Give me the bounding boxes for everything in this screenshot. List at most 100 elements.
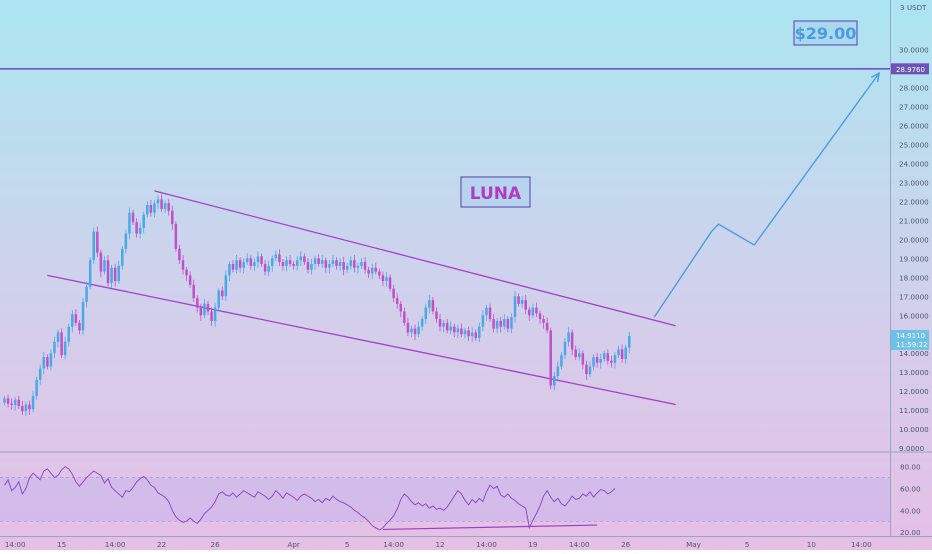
price-tick-label: 22.0000	[899, 197, 929, 206]
candle-body	[221, 290, 224, 297]
candle-body	[324, 260, 328, 268]
candle-body	[199, 307, 203, 316]
candle-body	[103, 260, 106, 272]
candle-body	[399, 303, 403, 312]
candle-body	[499, 320, 502, 327]
candle-body	[149, 205, 153, 213]
candle-body	[24, 404, 28, 412]
candle-body	[113, 267, 117, 282]
candle-body	[628, 335, 631, 348]
candle-body	[185, 269, 188, 276]
candle-body	[267, 265, 270, 272]
candle-body	[138, 227, 142, 234]
candle-body	[121, 248, 124, 266]
candle-body	[363, 262, 367, 270]
candle-body	[142, 214, 145, 228]
candle-body	[53, 341, 56, 354]
projection-path[interactable]	[653, 72, 880, 318]
candle-body	[381, 275, 385, 282]
price-tick-label: 30.0000	[899, 45, 929, 54]
time-tick-label: 5	[345, 540, 350, 549]
candle-body	[535, 307, 538, 314]
candle-body	[85, 286, 88, 302]
candle-body	[246, 258, 249, 263]
price-tick-label: 14.0000	[899, 349, 929, 358]
candle-body	[585, 364, 588, 375]
oscillator-divergence-line[interactable]	[382, 524, 598, 531]
candle-body	[474, 332, 477, 339]
candle-body	[278, 254, 281, 263]
candle-body	[367, 269, 370, 274]
candle-body	[31, 395, 35, 410]
time-tick-label: 22	[157, 540, 166, 549]
candle-body	[374, 267, 378, 272]
time-tick-label: 14:00	[5, 540, 26, 549]
candle-body	[217, 290, 220, 308]
time-tick-label: 26	[211, 540, 221, 549]
candle-body	[135, 222, 138, 234]
horizontal-level-label: 28.9760	[896, 66, 925, 74]
candle-body	[146, 205, 149, 215]
candle-body	[88, 260, 92, 287]
candle-body	[463, 330, 467, 335]
candle-body	[99, 252, 103, 272]
candle-body	[342, 262, 345, 270]
time-tick-label: 15	[57, 540, 66, 549]
candle-body	[153, 203, 156, 213]
candle-body	[460, 328, 463, 335]
candle-body	[256, 256, 260, 263]
candle-body	[310, 263, 313, 270]
candle-body	[395, 298, 399, 304]
candle-body	[624, 347, 627, 359]
candle-body	[595, 357, 599, 363]
candle-body	[249, 258, 253, 266]
candle-body	[428, 300, 431, 308]
candle-body	[188, 275, 192, 285]
candle-body	[331, 260, 335, 264]
candle-body	[299, 256, 303, 261]
candle-body	[488, 307, 492, 320]
projection-arrowhead	[870, 71, 881, 83]
time-tick-label: 14:00	[851, 540, 872, 549]
candle-body	[435, 311, 438, 320]
price-tick-label: 19.0000	[899, 254, 929, 263]
candle-body	[260, 256, 263, 264]
candle-body	[81, 301, 85, 331]
time-tick-label: 26	[621, 540, 631, 549]
candle-body	[467, 330, 470, 337]
channel-upper-trendline[interactable]	[154, 190, 676, 327]
candle-body	[442, 322, 445, 327]
time-tick-label: 12	[435, 540, 444, 549]
candle-body	[178, 248, 181, 261]
oscillator-tick-label: 40.00	[900, 506, 921, 515]
candle-body	[167, 203, 170, 211]
channel-lower-trendline[interactable]	[47, 274, 676, 406]
candle-body	[238, 260, 242, 268]
candle-body	[617, 349, 620, 356]
candle-body	[563, 341, 567, 356]
candle-body	[524, 300, 527, 310]
price-tick-label: 23.0000	[899, 178, 929, 187]
oscillator-tick-label: 20.00	[900, 528, 921, 537]
candle-body	[531, 307, 535, 316]
candle-body	[288, 260, 292, 264]
candle-body	[570, 332, 574, 350]
candle-body	[620, 349, 624, 359]
candle-body	[478, 326, 481, 339]
candle-body	[110, 267, 113, 283]
candle-body	[328, 263, 331, 268]
candle-body	[124, 233, 128, 249]
oscillator-tick-label: 80.00	[900, 463, 921, 472]
candle-body	[96, 231, 99, 253]
candle-body	[306, 262, 310, 270]
candle-body	[106, 260, 110, 283]
candle-body	[181, 260, 185, 270]
candle-body	[338, 262, 342, 266]
candle-body	[74, 314, 78, 323]
candle-body	[581, 353, 585, 365]
time-tick-label: 14:00	[105, 540, 126, 549]
candle-body	[10, 403, 13, 405]
candle-body	[485, 307, 488, 316]
